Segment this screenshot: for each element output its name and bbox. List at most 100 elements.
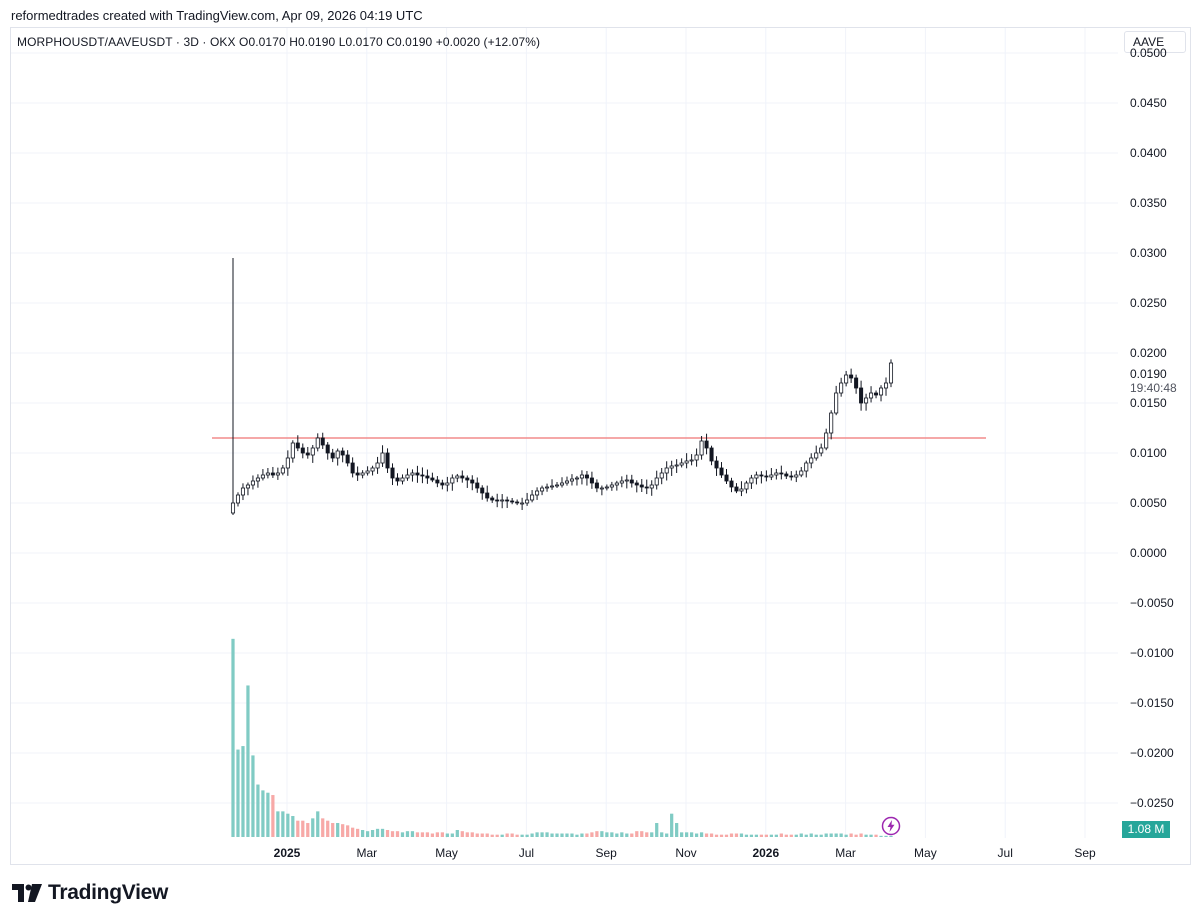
candle-body	[415, 472, 420, 476]
time-tick-label: 2026	[752, 846, 780, 860]
candle-body	[440, 482, 445, 486]
volume-bar	[764, 834, 768, 837]
candle-body	[265, 472, 270, 476]
candle-body	[230, 502, 236, 514]
volume-bar	[630, 833, 634, 837]
candle-body	[689, 459, 694, 462]
volume-bar	[525, 834, 529, 837]
candle-body	[554, 484, 560, 487]
candle-body	[864, 397, 869, 404]
volume-bar	[480, 833, 484, 837]
candle-body	[365, 470, 370, 474]
time-tick-label: Jul	[518, 846, 535, 860]
lightning-icon[interactable]	[881, 816, 901, 836]
candle-body	[809, 457, 814, 464]
candle-body	[849, 374, 854, 379]
candle-body	[500, 499, 505, 502]
price-tick-label: −0.0200	[1130, 746, 1174, 760]
volume-bar	[719, 834, 724, 837]
candle-body	[515, 501, 520, 504]
volume-bar	[660, 832, 664, 837]
candle-body	[325, 444, 330, 454]
volume-bar	[450, 833, 454, 837]
volume-bar	[490, 834, 494, 837]
volume-bar	[869, 834, 873, 837]
volume-bar	[859, 833, 863, 837]
candle-body	[759, 474, 764, 477]
volume-bar	[849, 833, 853, 837]
volume-bar	[341, 824, 345, 837]
candle-body	[719, 467, 724, 476]
candle-body	[240, 487, 245, 496]
candle-body	[540, 487, 545, 492]
candle-body	[824, 432, 829, 449]
volume-bar	[714, 834, 719, 837]
volume-bar	[400, 832, 405, 837]
candle-body	[295, 442, 300, 449]
volume-bar	[311, 818, 315, 837]
volume-bar	[789, 834, 793, 837]
volume-bar	[784, 834, 788, 837]
candle-body	[879, 387, 884, 396]
candle-body	[819, 447, 824, 454]
volume-bar	[251, 755, 255, 837]
candle-body	[530, 494, 535, 501]
time-tick-label: Sep	[595, 846, 617, 860]
candle-body	[854, 377, 859, 389]
candle-body	[614, 482, 619, 486]
candle-body	[370, 467, 375, 472]
candle-body	[290, 442, 295, 459]
price-tick-label: 0.0250	[1130, 296, 1167, 310]
volume-bar	[356, 828, 360, 837]
volume-bar	[570, 833, 574, 837]
volume-bar	[605, 832, 609, 837]
candle-body	[375, 462, 380, 469]
volume-bar	[844, 834, 848, 837]
tradingview-logo[interactable]: TradingView	[12, 880, 168, 906]
candle-body	[235, 494, 241, 504]
candle-body	[425, 475, 430, 479]
candle-body	[525, 499, 530, 504]
price-tick-label: 0.0050	[1130, 496, 1167, 510]
price-tick-label: 0.0300	[1130, 246, 1167, 260]
volume-bar	[580, 833, 584, 837]
volume-bar	[640, 831, 644, 837]
price-tick-label: 0.0450	[1130, 96, 1167, 110]
volume-bar	[829, 833, 833, 837]
volume-bar	[625, 833, 629, 837]
candle-body	[659, 472, 664, 479]
candle-body	[520, 502, 525, 505]
volume-bar	[410, 831, 415, 837]
candle-body	[674, 464, 679, 467]
candle-body	[664, 467, 669, 474]
volume-bar	[385, 830, 390, 837]
volume-bar	[779, 833, 783, 837]
volume-bar	[645, 832, 649, 837]
volume-bar	[365, 831, 370, 837]
volume-bar	[620, 832, 624, 837]
price-tick-label: 0.0000	[1130, 546, 1167, 560]
candle-body	[729, 480, 734, 488]
candle-body	[709, 447, 714, 462]
candle-body	[749, 477, 754, 484]
bar-countdown: 19:40:48	[1130, 381, 1177, 395]
price-tick-label: −0.0250	[1130, 796, 1174, 810]
candle-body	[255, 477, 260, 482]
volume-badge: 1.08 M	[1122, 821, 1170, 838]
candle-body	[839, 382, 844, 394]
price-tick-label: −0.0100	[1130, 646, 1174, 660]
time-tick-label: Sep	[1074, 846, 1096, 860]
candle-body	[245, 484, 250, 489]
volume-bar	[321, 818, 325, 837]
volume-bar	[301, 820, 305, 837]
volume-bar	[460, 831, 464, 837]
candle-body	[260, 474, 265, 479]
volume-bar	[360, 830, 365, 837]
volume-bar	[590, 832, 594, 837]
symbol-search-box[interactable]: AAVE	[1124, 31, 1186, 53]
volume-bar	[565, 833, 569, 837]
volume-bar	[884, 835, 888, 837]
candle-body	[739, 488, 744, 492]
candle-body	[495, 499, 500, 502]
